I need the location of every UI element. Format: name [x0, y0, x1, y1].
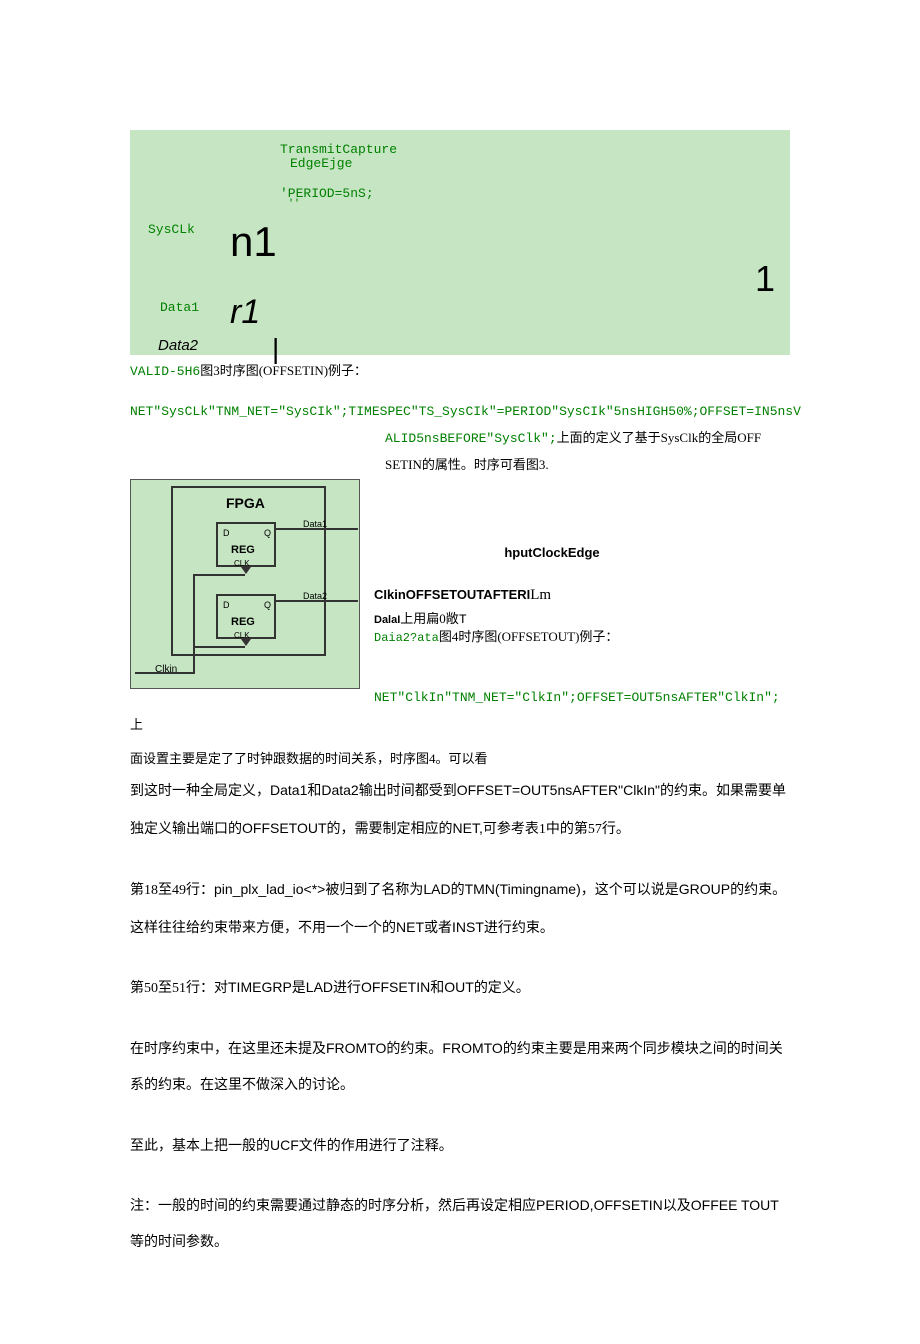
- fig3-prefix: VALID-5H6: [130, 364, 200, 379]
- label-data1: Data1: [160, 296, 199, 321]
- code1-line1: NET"SysCLk"TNM_NET="SysCIk";TIMESPEC"TS_…: [130, 399, 790, 425]
- dalal: DalaI: [374, 614, 400, 626]
- clkin-offset: CIkinOFFSETOUTAFTERI: [374, 587, 530, 602]
- net-cn: 上: [130, 717, 143, 732]
- label-tick: '': [288, 195, 300, 214]
- code-block-1: NET"SysCLk"TNM_NET="SysCIk";TIMESPEC"TS_…: [130, 399, 790, 479]
- para-3: 第50至51行：对TIMEGRP是LAD进行OFFSETIN和OUT的定义。: [130, 969, 790, 1007]
- reg1-q: Q: [264, 525, 271, 542]
- label-clkin: Clkin: [155, 660, 177, 679]
- line-clkin-vert: [193, 574, 195, 674]
- label-data2-out: Data2: [303, 588, 327, 605]
- glyph-r1: r1: [230, 280, 260, 345]
- t-glyph: T: [459, 612, 467, 627]
- label-data1-out: Data1: [303, 516, 327, 533]
- reg1-clk-triangle: [241, 567, 251, 574]
- fig4-caption: 图4时序图(OFFSETOUT)例子：: [439, 629, 619, 644]
- glyph-1: 1: [755, 245, 775, 313]
- para-4: 在时序约束中，在这里还未提及FROMTO的约束。FROMTO的约束主要是用来两个…: [130, 1030, 790, 1105]
- lm: Lm: [530, 587, 551, 603]
- para-5: 至此，基本上把一般的UCF文件的作用进行了注释。: [130, 1127, 790, 1165]
- hput-clock-edge: hputClockEdge: [504, 545, 599, 560]
- para-6: 注：一般的时间的约束需要通过静态的时序分析，然后再设定相应PERIOD,OFFS…: [130, 1187, 790, 1262]
- fig4-section: FPGA D Q REG CLK Data1 D Q REG CLK Data2…: [130, 479, 790, 772]
- line-clkin-h2: [193, 646, 245, 648]
- para-2: 第18至49行：pin_plx_lad_io<*>被归到了名称为LAD的TMN(…: [130, 871, 790, 948]
- reg1-d: D: [223, 525, 230, 542]
- code1-line3: SETIN的属性。时序可看图3.: [130, 452, 790, 479]
- label-sysclk: SysCLk: [148, 218, 195, 243]
- reg2-d: D: [223, 597, 230, 614]
- fpga-diagram: FPGA D Q REG CLK Data1 D Q REG CLK Data2…: [130, 479, 360, 689]
- reg2-clk-triangle: [241, 639, 251, 646]
- label-edge: EdgeEjge: [290, 152, 352, 177]
- reg2-q: Q: [264, 597, 271, 614]
- glyph-n1: n1: [230, 202, 277, 282]
- label-data2: Data2: [158, 332, 198, 361]
- code1-line2: ALID5nsBEFORE"SysClk";上面的定义了基于SysClk的全局O…: [130, 425, 790, 452]
- fpga-title: FPGA: [226, 490, 265, 517]
- glyph-bar: |: [272, 322, 279, 375]
- line-clkin-h1: [193, 574, 245, 576]
- mid-cn: 上用扁0敞: [400, 611, 459, 626]
- fig4-line2: 面设置主要是定了了时钟跟数据的时间关系，时序图4。可以看: [130, 745, 790, 772]
- para-1: 到这时一种全局定义，Data1和Data2输出时间都受到OFFSET=OUT5n…: [130, 772, 790, 849]
- daia2: Daia2?ata: [374, 631, 439, 645]
- timing-diagram-fig3: TransmitCapture EdgeEjge 'PERIOD=5nS; ''…: [130, 130, 790, 355]
- fig3-caption: VALID-5H6图3时序图(OFFSETIN)例子：: [130, 359, 790, 385]
- net-code: NET"ClkIn"TNM_NET="ClkIn";OFFSET=OUT5nsA…: [374, 690, 780, 705]
- fig3-cn: 图3时序图(OFFSETIN)例子：: [200, 363, 367, 378]
